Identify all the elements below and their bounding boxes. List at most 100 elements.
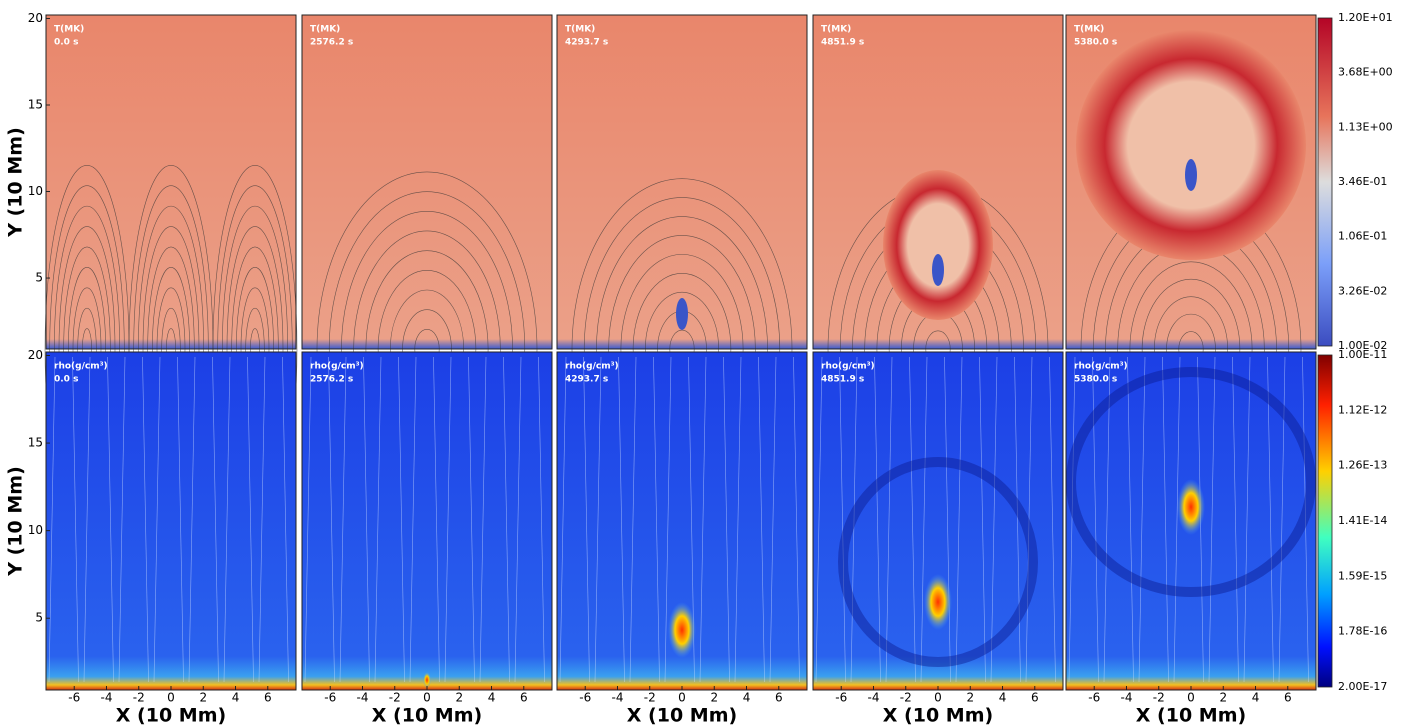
panel	[813, 352, 1063, 690]
quantity-label: rho(g/cm³)	[821, 362, 875, 372]
colorbar-tick-label: 3.68E+00	[1338, 66, 1393, 79]
quantity-label: rho(g/cm³)	[310, 362, 364, 372]
colorbar-tick-label: 1.78E-16	[1338, 625, 1387, 638]
time-label: 4293.7 s	[565, 375, 608, 385]
dense-core	[924, 574, 952, 630]
x-tick-label: -6	[324, 691, 336, 705]
panel	[302, 352, 552, 690]
quantity-label: T(MK)	[821, 25, 851, 35]
x-tick-label: 4	[488, 691, 496, 705]
panel-background	[46, 352, 296, 690]
x-tick-label: 0	[167, 691, 175, 705]
x-tick-label: -2	[133, 691, 145, 705]
x-tick-label: -6	[1088, 691, 1100, 705]
cool-core	[1185, 159, 1197, 191]
time-label: 0.0 s	[54, 375, 78, 385]
y-axis-label: Y (10 Mm)	[5, 127, 27, 238]
dense-core	[423, 672, 431, 688]
x-tick-label: -2	[900, 691, 912, 705]
colorbar-tick-label: 1.20E+01	[1338, 11, 1393, 24]
hot-shell	[1076, 30, 1306, 260]
x-tick-label: 6	[264, 691, 272, 705]
quantity-label: rho(g/cm³)	[565, 362, 619, 372]
x-tick-label: 4	[999, 691, 1007, 705]
colorbar	[1318, 355, 1332, 687]
quantity-label: T(MK)	[1074, 25, 1104, 35]
hot-shell	[883, 170, 993, 320]
x-tick-label: 4	[232, 691, 240, 705]
colorbar	[1318, 18, 1332, 346]
x-tick-label: 2	[199, 691, 207, 705]
x-tick-label: 6	[1031, 691, 1039, 705]
panel-background	[302, 352, 552, 690]
x-axis-label: X (10 Mm)	[116, 705, 226, 727]
x-tick-label: 0	[934, 691, 942, 705]
time-label: 4851.9 s	[821, 38, 864, 48]
x-tick-label: -2	[1153, 691, 1165, 705]
time-label: 2576.2 s	[310, 38, 353, 48]
quantity-label: T(MK)	[565, 25, 595, 35]
x-tick-label: 4	[743, 691, 751, 705]
time-label: 5380.0 s	[1074, 375, 1117, 385]
panel	[557, 352, 807, 690]
x-tick-label: 2	[966, 691, 974, 705]
time-label: 4851.9 s	[821, 375, 864, 385]
x-tick-label: -6	[835, 691, 847, 705]
x-tick-label: -4	[356, 691, 368, 705]
x-tick-label: 2	[455, 691, 463, 705]
colorbar-tick-label: 1.00E-11	[1338, 348, 1387, 361]
x-tick-label: -4	[100, 691, 112, 705]
time-label: 4293.7 s	[565, 38, 608, 48]
x-tick-label: -6	[68, 691, 80, 705]
colorbar-tick-label: 1.26E-13	[1338, 459, 1387, 472]
y-tick-label: 15	[28, 97, 43, 111]
y-tick-label: 5	[35, 611, 43, 625]
colorbar-tick-label: 1.41E-14	[1338, 514, 1387, 527]
time-label: 0.0 s	[54, 38, 78, 48]
x-tick-label: 0	[423, 691, 431, 705]
x-tick-label: 6	[520, 691, 528, 705]
x-tick-label: 0	[1187, 691, 1195, 705]
x-axis-label: X (10 Mm)	[372, 705, 482, 727]
x-tick-label: 0	[678, 691, 686, 705]
y-tick-label: 10	[28, 523, 43, 537]
y-tick-label: 20	[28, 348, 43, 362]
cool-core	[932, 254, 944, 286]
x-tick-label: -6	[579, 691, 591, 705]
panel	[1066, 352, 1316, 690]
cool-core	[676, 298, 688, 330]
y-tick-label: 15	[28, 436, 43, 450]
dense-core	[668, 602, 696, 658]
colorbar-tick-label: 2.00E-17	[1338, 680, 1387, 693]
panel	[46, 352, 296, 690]
x-tick-label: -2	[644, 691, 656, 705]
time-label: 2576.2 s	[310, 375, 353, 385]
quantity-label: T(MK)	[54, 25, 84, 35]
x-tick-label: 6	[775, 691, 783, 705]
x-tick-label: 4	[1252, 691, 1260, 705]
x-tick-label: 2	[1219, 691, 1227, 705]
x-tick-label: -4	[867, 691, 879, 705]
colorbar-tick-label: 1.13E+00	[1338, 120, 1393, 133]
colorbar-tick-label: 3.26E-02	[1338, 284, 1387, 297]
quantity-label: T(MK)	[310, 25, 340, 35]
colorbar-tick-label: 1.06E-01	[1338, 230, 1387, 243]
quantity-label: rho(g/cm³)	[54, 362, 108, 372]
x-tick-label: 6	[1284, 691, 1292, 705]
figure: T(MK) 0.0 s T(MK) 2576.2 s T(MK) 4293.7 s T(MK…	[0, 0, 1416, 727]
colorbar-tick-label: 1.59E-15	[1338, 569, 1387, 582]
x-tick-label: 2	[710, 691, 718, 705]
x-axis-label: X (10 Mm)	[627, 705, 737, 727]
x-tick-label: -2	[389, 691, 401, 705]
dense-core	[1177, 479, 1205, 535]
colorbar-tick-label: 3.46E-01	[1338, 175, 1387, 188]
x-tick-label: -4	[611, 691, 623, 705]
y-tick-label: 10	[28, 184, 43, 198]
panel-background	[46, 15, 296, 349]
x-axis-label: X (10 Mm)	[883, 705, 993, 727]
x-axis-label: X (10 Mm)	[1136, 705, 1246, 727]
y-tick-label: 20	[28, 11, 43, 25]
x-tick-label: -4	[1120, 691, 1132, 705]
colorbar-tick-label: 1.12E-12	[1338, 403, 1387, 416]
panel-background	[302, 15, 552, 349]
